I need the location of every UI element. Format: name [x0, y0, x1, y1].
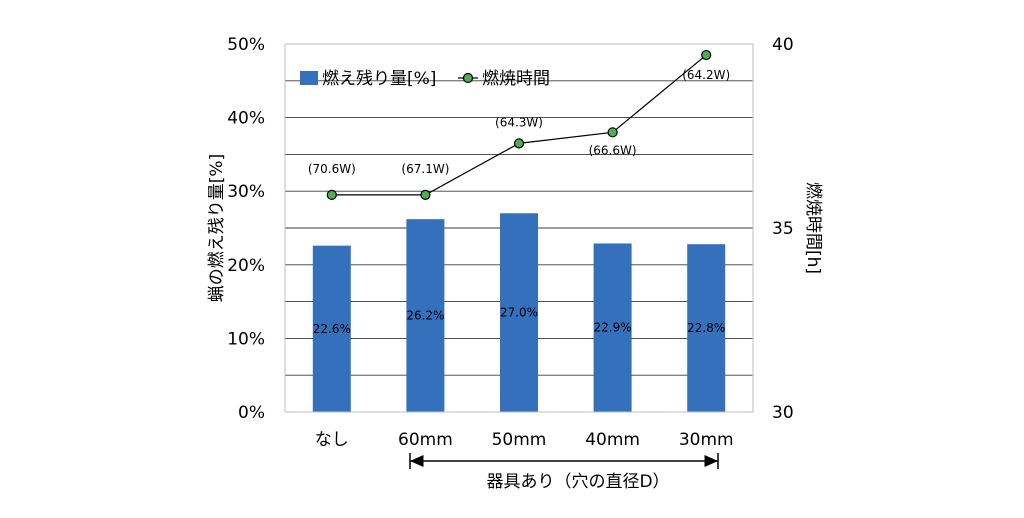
line-point [420, 189, 431, 200]
bar-data-label: 22.9% [594, 321, 632, 335]
line-point [701, 49, 712, 61]
bar-data-label: 22.6% [313, 322, 351, 336]
y-tick-label: 0% [238, 403, 265, 423]
legend: 燃え残り量[%] 燃焼時間 [300, 69, 550, 89]
group-note: 器具あり（穴の直径D） [486, 472, 669, 492]
y2-tick-label: 40 [772, 35, 794, 55]
y-tick-label: 40% [227, 109, 265, 129]
line-data-label: (64.2W) [682, 68, 730, 82]
y-tick-label: 30% [227, 182, 265, 202]
line-data-label: (67.1W) [401, 162, 449, 176]
line-point [513, 138, 525, 149]
line-point [326, 189, 337, 200]
legend-bar-swatch [300, 71, 318, 85]
x-axis-categories: なし 60mm 50mm 40mm 30mm [315, 430, 734, 450]
line-data-labels: (70.6W) (67.1W) (64.3W) (66.6W) (64.2W) [308, 68, 730, 176]
legend-bar-label: 燃え残り量[%] [322, 69, 436, 89]
bar-series [312, 213, 726, 412]
y-axis-title: 蝋の燃え残り量[%] [207, 154, 227, 302]
line-data-label: (70.6W) [308, 162, 356, 176]
line-point [607, 127, 618, 138]
line-data-label: (64.3W) [495, 115, 543, 129]
x-category-label: 30mm [679, 430, 734, 450]
bar [500, 213, 538, 412]
right-axis-ticks: 30 35 40 [772, 35, 794, 423]
y2-tick-label: 35 [772, 219, 794, 239]
y2-axis-title: 燃焼時間[h] [803, 182, 823, 274]
legend-line-label: 燃焼時間 [482, 69, 550, 89]
x-category-label: 40mm [585, 430, 640, 450]
y-tick-label: 50% [227, 35, 265, 55]
bar [406, 219, 445, 412]
bar-data-label: 22.8% [687, 321, 725, 335]
bar [687, 244, 726, 412]
y2-tick-label: 30 [772, 403, 794, 423]
plot-area-border [284, 43, 754, 413]
bar-data-label: 26.2% [406, 309, 444, 323]
y-tick-label: 10% [227, 329, 265, 349]
bar [593, 243, 632, 412]
x-category-label: 60mm [398, 430, 453, 450]
bar-data-label: 27.0% [500, 306, 538, 320]
x-category-label: なし [315, 430, 349, 450]
x-category-label: 50mm [492, 430, 547, 450]
line-series [326, 49, 712, 200]
legend-line-marker [462, 72, 474, 84]
line-data-label: (66.6W) [589, 143, 637, 157]
left-axis-ticks: 0% 10% 20% 30% 40% 50% [227, 35, 265, 423]
bar [312, 245, 351, 412]
bar-data-labels: 22.6% 26.2% 27.0% 22.9% 22.8% [313, 306, 726, 336]
y-tick-label: 20% [227, 256, 265, 276]
